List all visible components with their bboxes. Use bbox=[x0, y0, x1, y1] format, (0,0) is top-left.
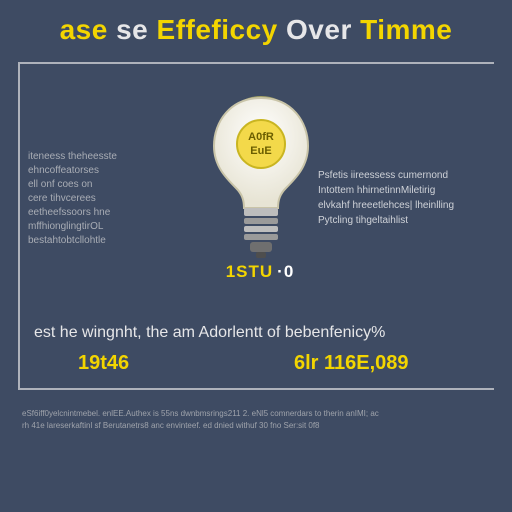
right-line: elvkahf hreeetlehces| lheinlling bbox=[318, 198, 498, 213]
right-line: Pytcling tihgeltaihlist bbox=[318, 213, 498, 228]
title-seg-4: Over bbox=[278, 14, 360, 45]
stat-left: 19t46 bbox=[78, 352, 129, 375]
infographic-root: ase se Effeficcy Over Timme iteneess the… bbox=[0, 0, 512, 512]
footnote: eSf6iff0yelcnintmebel. enlEE.Authex is 5… bbox=[22, 408, 492, 432]
bulb-badge-bottom: EuE bbox=[250, 145, 271, 157]
lightbulb-icon: A0fR EuE bbox=[206, 92, 316, 262]
stat-right: 6lr 116E,089 bbox=[294, 352, 409, 375]
left-line: ell onf coes on bbox=[28, 178, 170, 192]
main-caption: est he wingnht, the am Adorlentt of bebe… bbox=[34, 324, 484, 342]
left-text-block: iteneess theheesste ehncoffeatorses ell … bbox=[28, 150, 170, 248]
left-line: bestahtobtcllohtle bbox=[28, 234, 170, 248]
title-seg-2: se bbox=[108, 14, 157, 45]
right-line: Intottem hhirnetinnMiletirig bbox=[318, 183, 498, 198]
right-line: Psfetis iireessess cumernond bbox=[318, 168, 498, 183]
title-seg-1: ase bbox=[60, 14, 108, 45]
right-text-block: Psfetis iireessess cumernond Intottem hh… bbox=[318, 168, 498, 228]
divider-vertical bbox=[18, 62, 20, 388]
left-line: mffhionglingtirOL bbox=[28, 220, 170, 234]
title-seg-3: Effeficcy bbox=[157, 14, 278, 45]
title-seg-5: Timme bbox=[360, 14, 452, 45]
divider-top bbox=[18, 62, 494, 64]
footnote-line: eSf6iff0yelcnintmebel. enlEE.Authex is 5… bbox=[22, 408, 492, 420]
bulb-caption-sub: ·0 bbox=[277, 262, 294, 281]
left-line: ehncoffeatorses bbox=[28, 164, 170, 178]
bulb-caption-main: 1STU bbox=[226, 262, 273, 281]
left-line: iteneess theheesste bbox=[28, 150, 170, 164]
left-line: eetheefssoors hne bbox=[28, 206, 170, 220]
bulb-caption: 1STU·0 bbox=[200, 262, 320, 282]
divider-bottom bbox=[18, 388, 494, 390]
left-line: cere tihvcerees bbox=[28, 192, 170, 206]
bulb-badge-top: A0fR bbox=[248, 131, 274, 143]
page-title: ase se Effeficcy Over Timme bbox=[0, 14, 512, 46]
footnote-line: rh 41e lareserkaftinl sf Berutanetrs8 an… bbox=[22, 420, 492, 432]
